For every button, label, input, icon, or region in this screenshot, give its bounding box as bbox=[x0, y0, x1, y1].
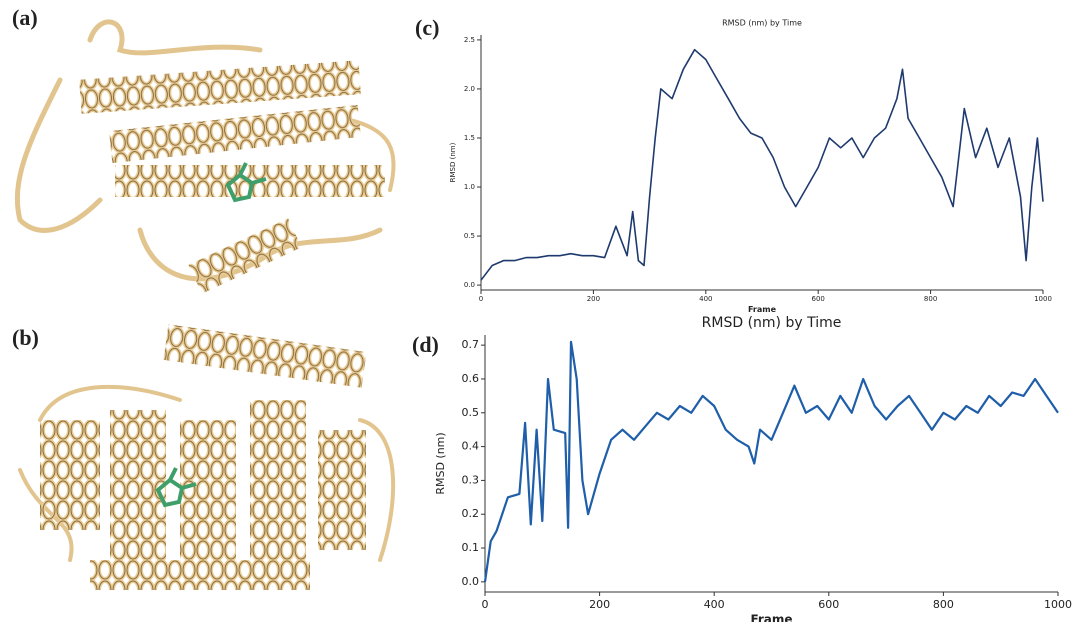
rmsd-line bbox=[481, 50, 1043, 281]
helix bbox=[250, 400, 306, 570]
x-axis-label: Frame bbox=[748, 305, 777, 314]
protein-b bbox=[20, 324, 393, 590]
helix bbox=[90, 560, 310, 590]
helix bbox=[163, 324, 366, 387]
y-tick-label: 0.5 bbox=[462, 406, 480, 419]
y-tick-label: 0.3 bbox=[462, 473, 480, 486]
y-tick-label: 2.0 bbox=[464, 85, 475, 93]
y-tick-label: 0.0 bbox=[462, 575, 480, 588]
protein-a bbox=[17, 22, 393, 294]
y-tick-label: 0.0 bbox=[464, 281, 475, 289]
y-tick-label: 1.5 bbox=[464, 134, 475, 142]
x-tick-label: 200 bbox=[589, 598, 610, 611]
x-axis-label: Frame bbox=[750, 613, 792, 622]
y-tick-label: 0.6 bbox=[462, 372, 480, 385]
x-tick-label: 400 bbox=[699, 295, 712, 303]
x-tick-label: 800 bbox=[933, 598, 954, 611]
y-tick-label: 0.1 bbox=[462, 541, 480, 554]
helix bbox=[40, 420, 100, 530]
rmsd-line bbox=[485, 342, 1058, 582]
y-tick-label: 0.2 bbox=[462, 507, 480, 520]
y-tick-label: 0.7 bbox=[462, 338, 480, 351]
panel-label: (b) bbox=[12, 325, 39, 350]
x-tick-label: 1000 bbox=[1034, 295, 1052, 303]
x-tick-label: 400 bbox=[704, 598, 725, 611]
panel-label: (c) bbox=[415, 15, 439, 40]
y-tick-label: 0.5 bbox=[464, 232, 475, 240]
y-tick-label: 0.4 bbox=[462, 440, 480, 453]
figure: (a) (b) (c)RMSD (nm) by TimeFrameRMSD (n… bbox=[0, 0, 1077, 622]
x-tick-label: 600 bbox=[812, 295, 825, 303]
x-tick-label: 800 bbox=[924, 295, 937, 303]
x-tick-label: 200 bbox=[587, 295, 600, 303]
loop bbox=[90, 22, 260, 53]
panel-label: (d) bbox=[412, 332, 439, 357]
helix bbox=[318, 430, 366, 550]
helix bbox=[79, 60, 361, 113]
x-tick-label: 1000 bbox=[1044, 598, 1072, 611]
chart-title: RMSD (nm) by Time bbox=[722, 19, 802, 28]
helix bbox=[180, 420, 236, 560]
helix bbox=[110, 410, 166, 560]
x-tick-label: 600 bbox=[818, 598, 839, 611]
y-tick-label: 1.0 bbox=[464, 183, 475, 191]
x-tick-label: 0 bbox=[482, 598, 489, 611]
y-tick-label: 2.5 bbox=[464, 36, 475, 44]
y-axis-label: RMSD (nm) bbox=[449, 142, 457, 182]
y-axis-label: RMSD (nm) bbox=[434, 432, 447, 494]
x-tick-label: 0 bbox=[479, 295, 483, 303]
helix bbox=[109, 105, 361, 163]
helix bbox=[188, 218, 301, 293]
panel-label: (a) bbox=[12, 5, 38, 30]
chart-title: RMSD (nm) by Time bbox=[702, 315, 842, 331]
